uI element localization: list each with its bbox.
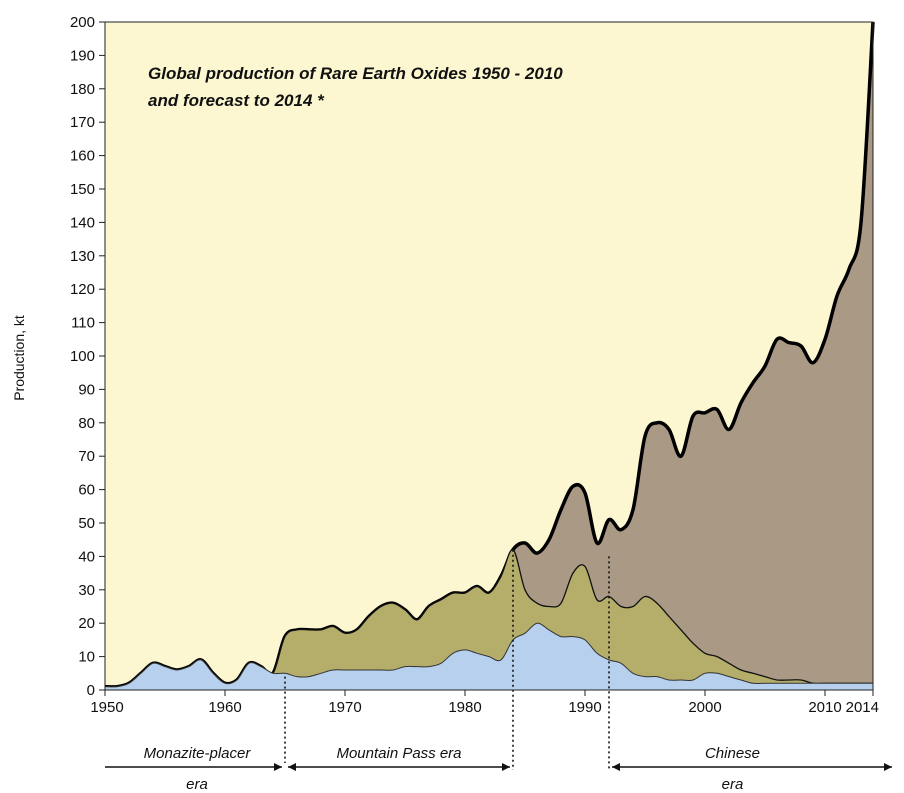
x-tick-label: 1950 — [90, 699, 123, 716]
y-tick-label: 80 — [78, 415, 95, 432]
y-tick-label: 100 — [70, 348, 95, 365]
x-tick-label: 1980 — [448, 699, 481, 716]
era-label: Mountain Pass era — [336, 745, 461, 762]
x-tick-label: 2000 — [688, 699, 721, 716]
era-arrow-head — [274, 763, 282, 771]
chart-subtitle: and forecast to 2014 * — [148, 91, 325, 110]
x-tick-label: 2014 — [846, 699, 879, 716]
y-tick-label: 140 — [70, 214, 95, 231]
x-tick-label: 1970 — [328, 699, 361, 716]
era-label-line2: era — [722, 776, 744, 793]
era-label: Monazite-placer — [144, 745, 252, 762]
era-arrow-head — [884, 763, 892, 771]
y-tick-label: 180 — [70, 81, 95, 98]
y-tick-label: 0 — [87, 682, 95, 699]
area-layers — [104, 21, 875, 690]
y-tick-label: 30 — [78, 582, 95, 599]
series-area-2 — [105, 549, 873, 690]
y-tick-label: 120 — [70, 281, 95, 298]
y-axis: 0 10 20 30 40 50 60 70 80 90 100 110 120 130 140 150 160… — [70, 14, 105, 699]
y-tick-label: 40 — [78, 548, 95, 565]
y-tick-label: 50 — [78, 515, 95, 532]
era-arrow-head — [502, 763, 510, 771]
era-annotations: Monazite-placer era Mountain Pass era Chine… — [105, 745, 892, 793]
era-dividers — [284, 549, 610, 770]
y-tick-label: 90 — [78, 381, 95, 398]
x-tick-label: 2010 — [808, 699, 841, 716]
y-tick-label: 190 — [70, 47, 95, 64]
y-tick-label: 60 — [78, 482, 95, 499]
series-area-1 — [105, 22, 873, 690]
series-line-3 — [104, 622, 873, 688]
era-arrow-head — [288, 763, 296, 771]
x-tick-label: 1960 — [208, 699, 241, 716]
era-label: Chinese — [705, 745, 760, 762]
chart-title: Global production of Rare Earth Oxides 1… — [148, 64, 563, 83]
y-tick-label: 170 — [70, 114, 95, 131]
y-axis-label: Production, kt — [11, 315, 27, 401]
y-tick-label: 10 — [78, 649, 95, 666]
y-tick-label: 70 — [78, 448, 95, 465]
x-tick-label: 1990 — [568, 699, 601, 716]
era-arrow-head — [612, 763, 620, 771]
y-tick-label: 130 — [70, 248, 95, 265]
y-tick-label: 110 — [71, 315, 95, 332]
x-axis: 1950 1960 1970 1980 1990 2000 2010 2014 — [90, 690, 879, 716]
y-tick-label: 200 — [70, 14, 95, 31]
y-tick-label: 20 — [78, 615, 95, 632]
era-label-line2: era — [186, 776, 208, 793]
y-tick-label: 150 — [70, 181, 95, 198]
y-tick-label: 160 — [70, 148, 95, 165]
